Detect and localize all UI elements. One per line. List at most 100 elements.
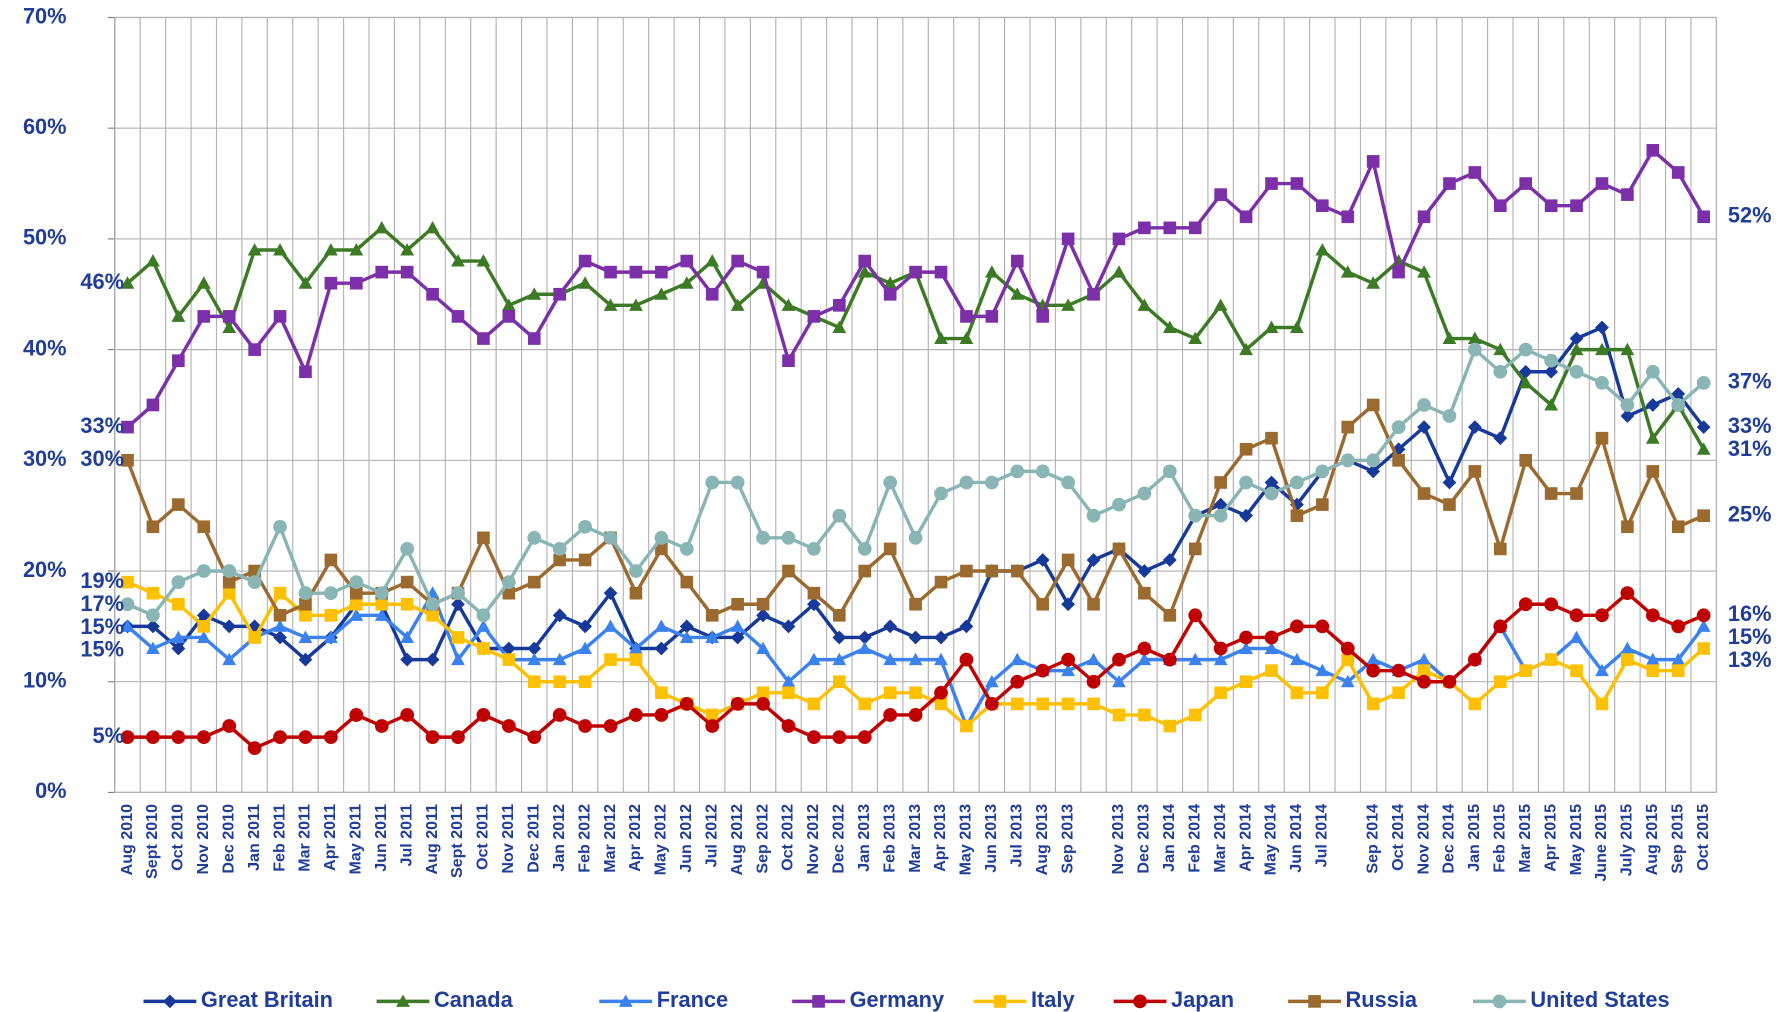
x-tick-label: Feb 2014 <box>1185 804 1203 873</box>
x-tick-label: Nov 2010 <box>194 804 212 875</box>
marker <box>222 619 237 634</box>
marker <box>730 619 745 632</box>
marker <box>1595 431 1609 445</box>
marker <box>400 542 415 556</box>
marker <box>629 708 643 722</box>
marker <box>1518 597 1533 612</box>
x-tick-label: Feb 2015 <box>1491 804 1509 873</box>
legend-label: Italy <box>1031 987 1075 1012</box>
marker <box>578 619 592 634</box>
value-label: 15% <box>80 614 124 639</box>
marker <box>603 719 618 733</box>
marker <box>1315 619 1330 634</box>
marker <box>679 630 694 643</box>
legend-marker <box>396 994 410 1007</box>
marker <box>603 619 618 632</box>
marker <box>1620 342 1635 356</box>
marker <box>857 630 872 645</box>
marker <box>1213 652 1228 666</box>
marker <box>1671 398 1686 412</box>
marker <box>1265 664 1278 677</box>
y-tick-label: 30% <box>23 446 67 471</box>
marker <box>299 365 312 379</box>
value-label: 25% <box>1728 501 1772 526</box>
marker <box>121 575 134 589</box>
marker <box>172 354 185 368</box>
marker <box>578 254 592 268</box>
marker <box>1010 674 1025 689</box>
marker <box>196 564 211 578</box>
x-tick-label: Jan 2014 <box>1160 804 1178 872</box>
marker <box>857 265 872 278</box>
x-tick-label: Jul 2014 <box>1313 804 1331 867</box>
marker <box>781 298 796 311</box>
marker <box>1442 475 1457 490</box>
marker <box>604 265 617 279</box>
marker <box>299 597 312 611</box>
marker <box>146 608 160 623</box>
marker <box>1671 166 1685 179</box>
marker <box>1188 508 1203 523</box>
marker <box>629 641 643 655</box>
x-tick-label: Aug 2012 <box>728 804 746 875</box>
marker <box>502 586 516 600</box>
marker <box>120 730 135 744</box>
marker <box>1010 254 1024 268</box>
marker <box>782 686 795 700</box>
marker <box>196 730 211 744</box>
marker <box>247 243 262 256</box>
y-tick-label: 40% <box>23 335 67 360</box>
marker <box>781 530 796 545</box>
marker <box>400 575 414 589</box>
marker <box>1264 320 1279 333</box>
marker <box>171 309 186 322</box>
marker <box>934 652 948 666</box>
marker <box>1061 232 1075 246</box>
marker <box>1315 464 1330 479</box>
marker <box>1341 210 1355 224</box>
marker <box>1162 652 1177 667</box>
value-label: 33% <box>1728 413 1772 438</box>
value-label: 46% <box>80 269 124 294</box>
marker <box>1391 663 1406 678</box>
marker <box>832 652 847 666</box>
marker <box>451 310 465 323</box>
marker <box>1645 364 1660 379</box>
x-tick-label: Dec 2014 <box>1440 804 1458 874</box>
marker <box>960 564 973 578</box>
value-label: 19% <box>80 568 124 593</box>
marker <box>552 652 567 666</box>
marker <box>501 575 516 589</box>
marker <box>1442 674 1457 689</box>
marker <box>731 254 744 268</box>
marker <box>1645 398 1660 412</box>
marker <box>959 475 974 490</box>
x-tick-label: Dec 2012 <box>830 804 848 874</box>
marker <box>1366 398 1380 412</box>
marker <box>883 475 898 490</box>
marker <box>1163 719 1177 733</box>
marker <box>1493 364 1508 379</box>
marker <box>1493 542 1507 556</box>
marker <box>222 575 236 589</box>
marker <box>1645 652 1660 666</box>
marker <box>908 630 923 645</box>
marker <box>629 653 643 666</box>
marker <box>527 730 542 744</box>
marker <box>679 276 694 289</box>
marker <box>1570 664 1583 677</box>
marker <box>1595 375 1609 390</box>
marker <box>679 696 694 711</box>
marker <box>1467 652 1482 667</box>
legend-marker <box>993 995 1007 1008</box>
x-tick-label: Dec 2011 <box>525 804 543 873</box>
legend-label: Russia <box>1346 987 1418 1012</box>
marker <box>171 730 186 744</box>
marker <box>1696 608 1711 623</box>
marker <box>1087 697 1100 711</box>
marker <box>1061 597 1076 612</box>
marker <box>451 586 465 601</box>
x-tick-label: Jan 2015 <box>1465 804 1483 872</box>
marker <box>426 608 439 622</box>
marker <box>1696 442 1711 455</box>
